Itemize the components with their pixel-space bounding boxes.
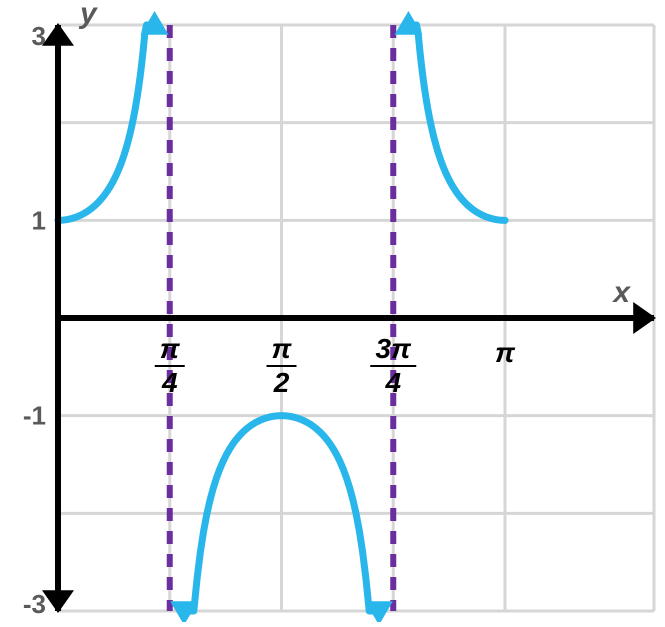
- x-tick-numerator: 3π: [375, 333, 412, 364]
- sec-function-chart: yx31-1-3π4π23π4π: [0, 0, 665, 627]
- x-tick-denominator: 4: [161, 367, 178, 398]
- x-tick-numerator: π: [272, 333, 293, 364]
- y-tick-label: -1: [23, 401, 46, 431]
- y-tick-label: -3: [23, 589, 46, 619]
- x-tick-denominator: 2: [273, 367, 290, 398]
- curve-endpoint: [502, 217, 509, 224]
- x-axis-label: x: [611, 276, 631, 309]
- y-axis-label: y: [78, 0, 98, 30]
- x-tick-label: π: [495, 337, 516, 368]
- chart-bg: [0, 0, 665, 622]
- y-tick-label: 1: [32, 205, 46, 235]
- y-tick-label: 3: [32, 21, 46, 51]
- x-tick-pi: π: [495, 337, 516, 368]
- x-tick-denominator: 4: [384, 367, 401, 398]
- x-tick-numerator: π: [160, 333, 181, 364]
- chart-svg: yx31-1-3π4π23π4π: [0, 0, 665, 622]
